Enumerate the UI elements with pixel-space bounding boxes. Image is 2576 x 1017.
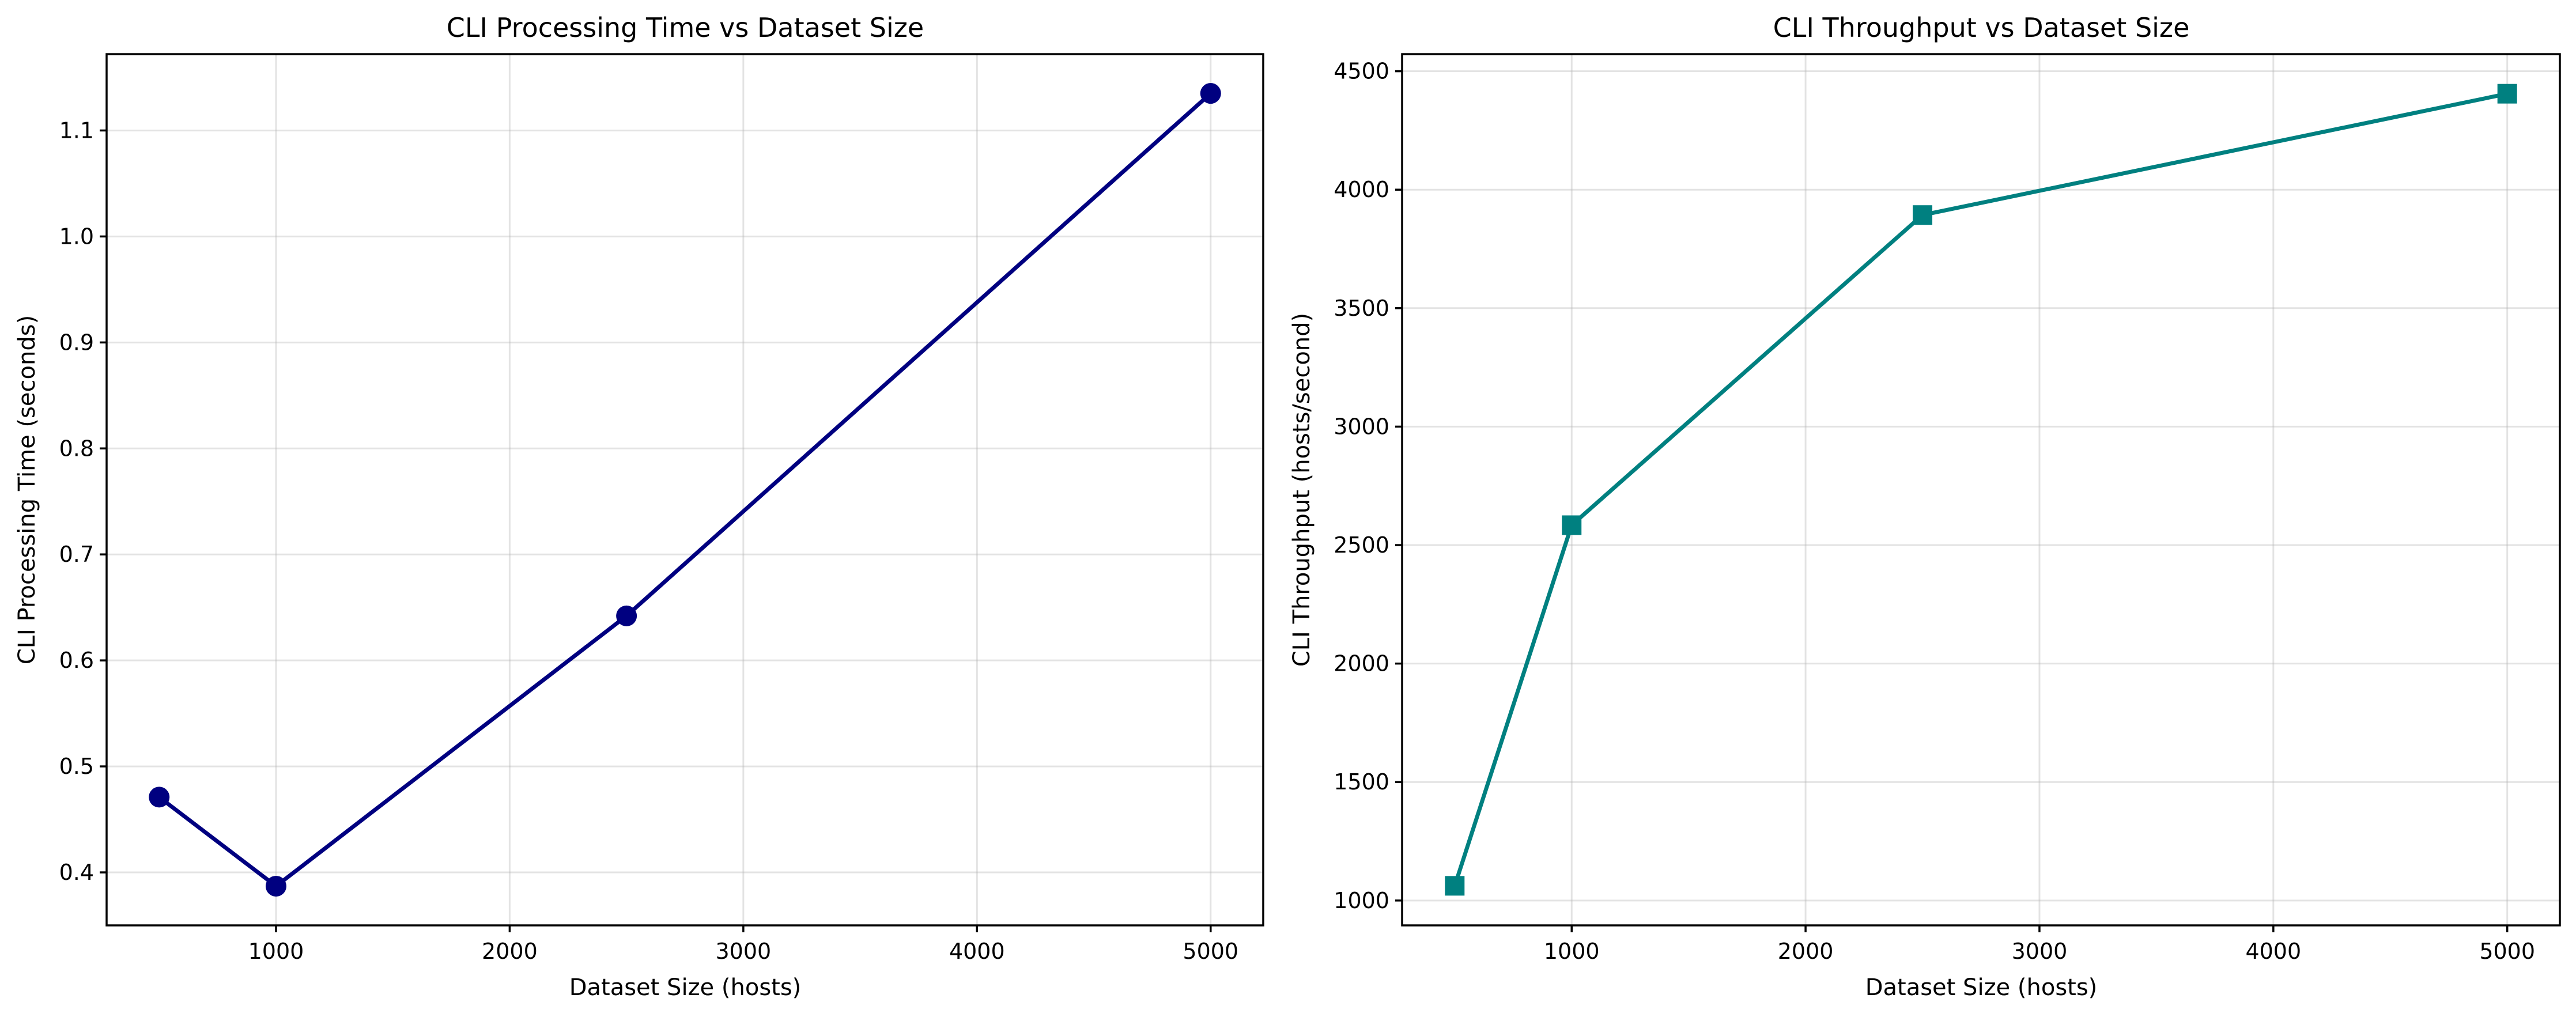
y-tick-label: 2500 — [1334, 532, 1389, 558]
axes-frame — [1401, 53, 2561, 927]
ticks: 1000 2000 3000 4000 5000 1000 1500 2000 2500 3000… — [1334, 59, 2535, 964]
data-point — [1562, 515, 1582, 535]
x-tick-label: 5000 — [2479, 939, 2535, 964]
chart-title: CLI Throughput vs Dataset Size — [1773, 12, 2190, 43]
plot-area — [1445, 84, 2517, 896]
y-tick-label: 4500 — [1334, 59, 1389, 84]
y-tick-label: 0.6 — [59, 648, 94, 673]
data-point — [2497, 84, 2517, 104]
x-axis-label: Dataset Size (hosts) — [569, 974, 802, 1001]
ticks: 1000 2000 3000 4000 5000 0.4 0.5 0.6 0.7 0.8 0.9 1.… — [59, 118, 1239, 964]
y-tick-label: 1000 — [1334, 888, 1389, 913]
series-line — [1452, 92, 2508, 887]
y-tick-label: 1.0 — [59, 224, 94, 249]
y-tick-label: 3500 — [1334, 296, 1389, 321]
data-point — [149, 787, 170, 808]
data-point — [265, 875, 286, 897]
y-axis-label: CLI Throughput (hosts/second) — [1289, 313, 1315, 667]
x-tick-label: 1000 — [1544, 939, 1600, 964]
data-point — [1445, 876, 1465, 896]
axes-frame — [105, 53, 1264, 927]
data-point — [1913, 205, 1933, 225]
y-tick-label: 0.9 — [59, 330, 94, 355]
x-tick-label: 3000 — [716, 939, 772, 964]
x-tick-label: 2000 — [1778, 939, 1834, 964]
processing-time-chart: CLI Processing Time vs Dataset Size Data… — [14, 12, 1264, 1001]
y-tick-label: 1.1 — [59, 118, 94, 143]
y-tick-label: 0.7 — [59, 542, 94, 567]
grid — [1402, 54, 2560, 925]
x-tick-label: 4000 — [2245, 939, 2301, 964]
y-tick-label: 0.8 — [59, 436, 94, 461]
y-tick-label: 0.5 — [59, 754, 94, 779]
grid — [107, 54, 1263, 925]
x-tick-label: 5000 — [1183, 939, 1238, 964]
y-tick-label: 0.4 — [59, 860, 94, 885]
y-tick-label: 2000 — [1334, 651, 1389, 676]
y-axis-label: CLI Processing Time (seconds) — [14, 315, 40, 664]
x-tick-label: 4000 — [949, 939, 1005, 964]
x-tick-label: 2000 — [482, 939, 538, 964]
y-tick-label: 3000 — [1334, 414, 1389, 439]
x-tick-label: 3000 — [2012, 939, 2068, 964]
data-point — [1200, 83, 1221, 104]
y-tick-label: 4000 — [1334, 177, 1389, 202]
series-line — [158, 92, 1213, 889]
plot-area — [149, 83, 1221, 897]
data-point — [616, 605, 637, 626]
chart-title: CLI Processing Time vs Dataset Size — [447, 12, 924, 43]
x-axis-label: Dataset Size (hosts) — [1865, 974, 2098, 1001]
throughput-chart: CLI Throughput vs Dataset Size Dataset S… — [1289, 12, 2561, 1001]
y-tick-label: 1500 — [1334, 769, 1389, 795]
x-tick-label: 1000 — [248, 939, 304, 964]
